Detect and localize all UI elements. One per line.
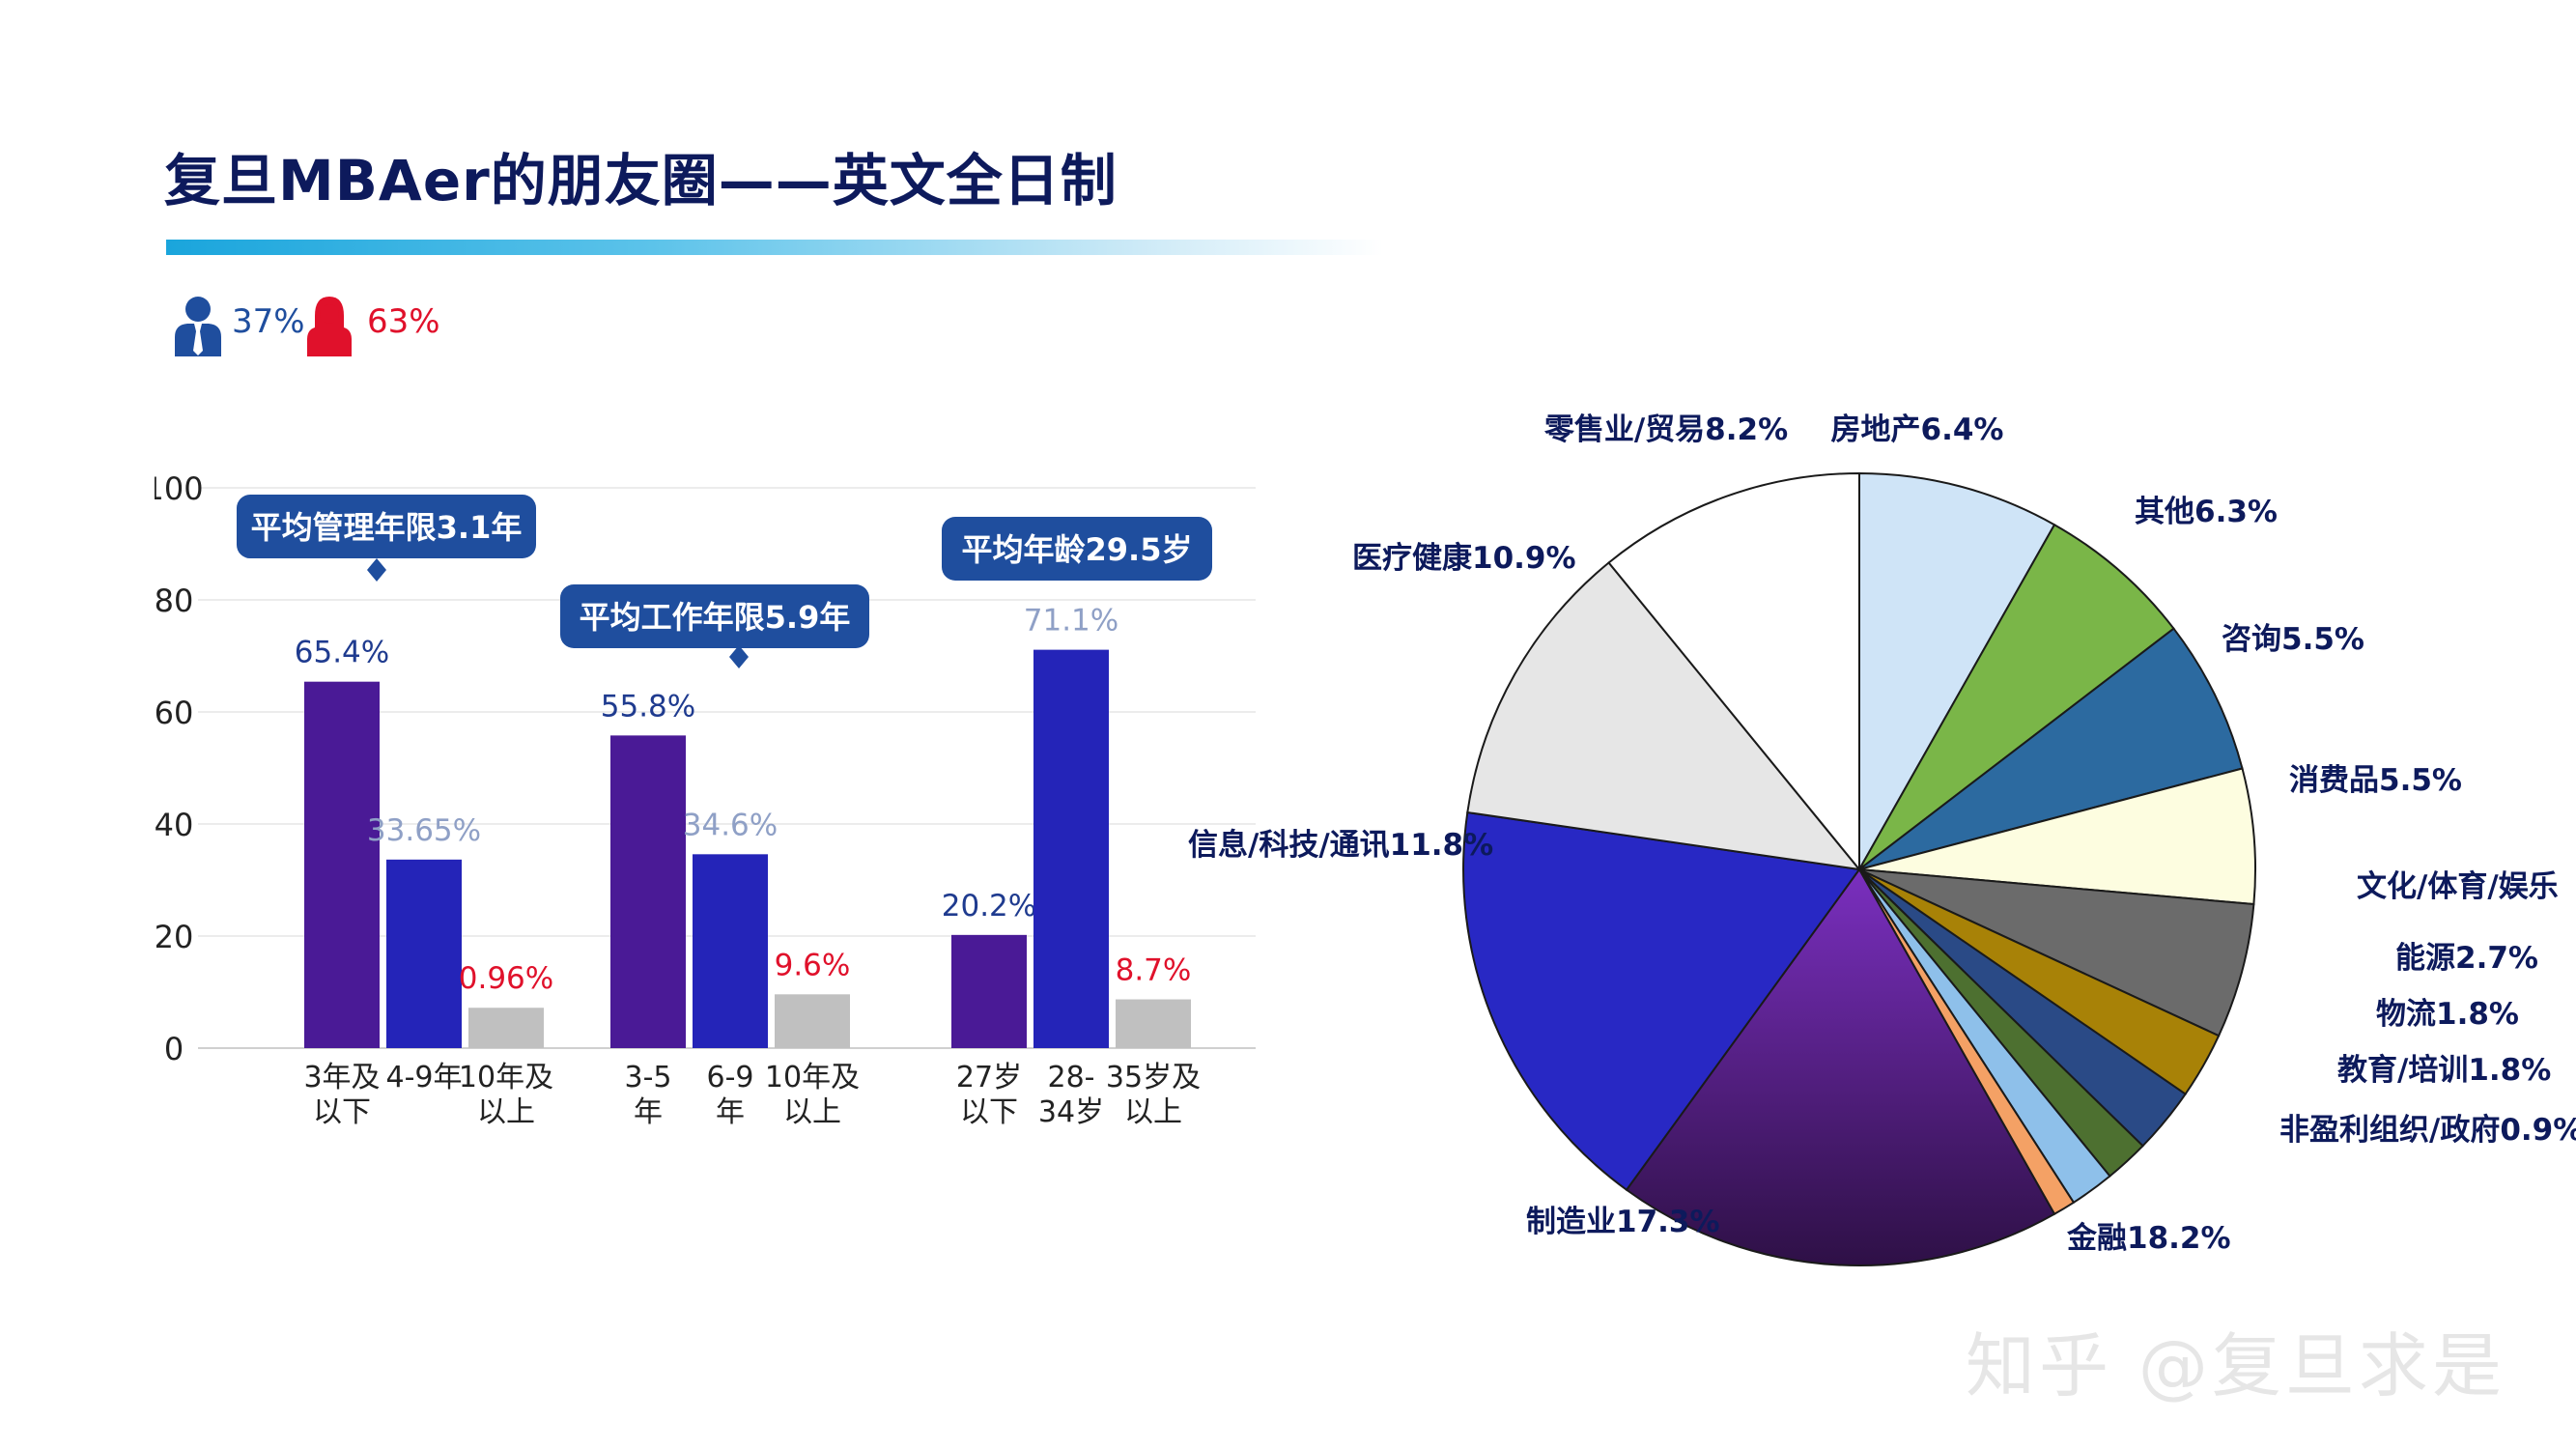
male-percent: 37% (232, 302, 305, 341)
data-label: 65.4% (295, 636, 389, 670)
bar (775, 994, 850, 1048)
slice-label: 非盈利组织/政府0.9% (2279, 1113, 2576, 1148)
bar (386, 859, 462, 1048)
pie-slice (1607, 471, 1860, 872)
category-label: 6-9 年 (707, 1061, 754, 1129)
bar (304, 681, 380, 1048)
data-label: 55.8% (601, 689, 695, 724)
pie-chart: 零售业/贸易8.2% 房地产6.4% 其他6.3% 咨询5.5% 消费品5.5% 文化/体… (1188, 412, 2576, 1266)
pie-slice (1462, 810, 1861, 1192)
data-label: 71.1% (1024, 604, 1118, 639)
female-user-icon (307, 297, 352, 356)
category-label: 27岁以下 (956, 1061, 1022, 1129)
slice-label: 信息/科技/通讯11.8% (1188, 828, 1493, 863)
bar (468, 1008, 544, 1048)
pie-slice (1625, 867, 2056, 1266)
slice-label: 制造业17.3% (1526, 1205, 1720, 1239)
data-label: 9.6% (775, 948, 851, 982)
callout-text: 平均管理年限3.1年 (251, 509, 523, 546)
category-label: 35岁及以上 (1106, 1061, 1201, 1129)
title-underline (166, 240, 1383, 255)
y-tick-label: 40 (155, 807, 193, 843)
slice-label: 金融18.2% (2066, 1221, 2231, 1256)
callout-marker (729, 645, 749, 668)
pie-slice (1858, 523, 2175, 870)
y-tick-label: 20 (155, 919, 193, 955)
y-tick-label: 100 (155, 470, 204, 507)
callout-text: 平均工作年限5.9年 (580, 599, 851, 636)
slice-label: 教育/培训1.8% (2337, 1053, 2551, 1088)
bar (693, 854, 768, 1048)
data-label: 0.96% (459, 961, 553, 996)
data-label: 20.2% (942, 889, 1036, 923)
slice-label: 文化/体育/娱乐 (2357, 869, 2559, 904)
callout-text: 平均年龄29.5岁 (962, 531, 1193, 568)
pie-slice (1858, 471, 2056, 873)
callout-box (237, 495, 536, 558)
watermark: 知乎 @复旦求是 (1966, 1325, 2505, 1406)
data-label: 34.6% (683, 808, 778, 842)
slice-label: 能源2.7% (2395, 941, 2538, 976)
callout-box (942, 517, 1212, 581)
data-label: 8.7% (1116, 953, 1192, 988)
category-label: 28-34岁 (1038, 1061, 1104, 1129)
bar-chart: 0 20 40 60 80 100 65.4% 3年及以下 33.65% 4-9年 0.96% 10年… (155, 470, 1256, 1129)
slice-label: 其他6.3% (2135, 495, 2278, 529)
female-percent: 63% (367, 302, 440, 341)
bar (1033, 649, 1109, 1048)
category-label: 10年及以上 (765, 1061, 860, 1129)
slice-label: 消费品5.5% (2289, 763, 2462, 798)
pie-slice (1858, 767, 2256, 906)
category-label: 3年及以下 (303, 1061, 380, 1129)
slice-label: 零售业/贸易8.2% (1544, 412, 1788, 447)
page-title: 复旦MBAer的朋友圈——英文全日制 (164, 148, 1118, 213)
category-label: 3-5 年 (625, 1061, 672, 1129)
male-user-icon (175, 297, 221, 356)
slice-label: 咨询5.5% (2222, 622, 2364, 657)
category-label: 4-9年 (386, 1061, 463, 1094)
slice-label: 物流1.8% (2376, 997, 2519, 1032)
bar (1116, 999, 1191, 1048)
callout-marker (367, 558, 386, 582)
category-label: 10年及以上 (459, 1061, 553, 1129)
data-label: 33.65% (367, 813, 481, 848)
y-tick-label: 60 (155, 695, 193, 731)
pie-slice (1858, 868, 2255, 1037)
slice-label: 医疗健康10.9% (1352, 541, 1576, 576)
pie-slice (1466, 561, 1862, 871)
bar (610, 735, 686, 1048)
callout-box (560, 584, 869, 648)
slice-label: 房地产6.4% (1831, 412, 2004, 447)
bar (951, 934, 1027, 1048)
y-tick-label: 80 (155, 582, 193, 619)
pie-slice (1858, 627, 2244, 870)
y-tick-label: 0 (164, 1031, 184, 1067)
